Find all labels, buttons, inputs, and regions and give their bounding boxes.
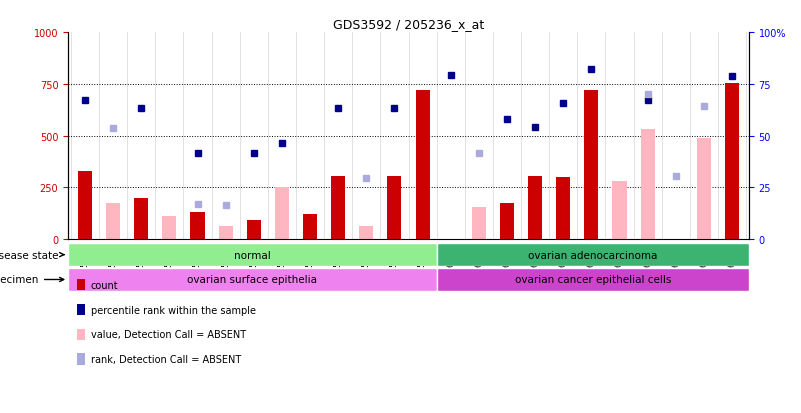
Bar [68,268,437,291]
Bar [500,204,514,240]
Bar [472,207,486,240]
Text: ovarian cancer epithelial cells: ovarian cancer epithelial cells [515,275,671,285]
Bar [247,221,261,240]
Bar [78,171,92,240]
Bar [163,217,176,240]
Bar [528,177,542,240]
Text: ovarian adenocarcinoma: ovarian adenocarcinoma [528,250,658,260]
Bar [556,178,570,240]
Bar [135,198,148,240]
Bar [641,130,654,240]
Bar [303,215,317,240]
Bar [77,329,86,340]
Text: rank, Detection Call = ABSENT: rank, Detection Call = ABSENT [91,354,241,364]
Text: ovarian surface epithelia: ovarian surface epithelia [187,275,317,285]
Text: disease state: disease state [0,250,64,260]
Text: value, Detection Call = ABSENT: value, Detection Call = ABSENT [91,330,246,339]
Bar [437,268,749,291]
Bar [106,204,120,240]
Bar [585,91,598,240]
Text: normal: normal [234,250,271,260]
Bar [725,83,739,240]
Bar [77,354,86,365]
Bar [77,304,86,316]
Bar [437,244,749,266]
Bar [360,226,373,240]
Text: specimen: specimen [0,275,64,285]
Title: GDS3592 / 205236_x_at: GDS3592 / 205236_x_at [333,17,484,31]
Bar [697,138,711,240]
Bar [388,177,401,240]
Bar [191,213,204,240]
Bar [613,182,626,240]
Bar [416,91,429,240]
Bar [219,226,232,240]
Bar [331,177,345,240]
Text: percentile rank within the sample: percentile rank within the sample [91,305,256,315]
Text: count: count [91,280,118,290]
Bar [68,244,437,266]
Bar [275,188,289,240]
Bar [77,279,86,291]
